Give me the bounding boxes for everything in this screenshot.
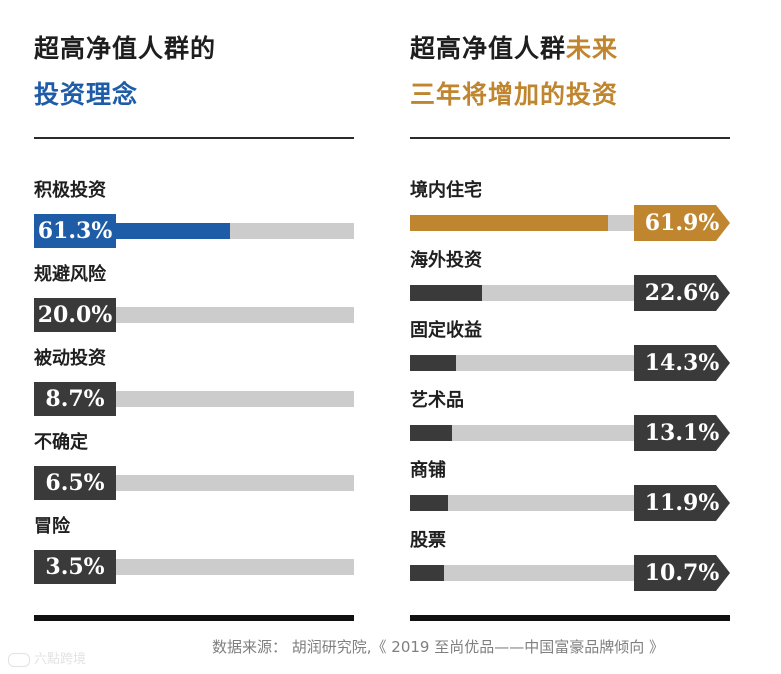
right-bar (410, 355, 456, 371)
left-category-label: 积极投资 (34, 180, 106, 201)
right-bottom-rule (410, 615, 730, 621)
right-bar-track (410, 425, 650, 441)
right-category-label: 海外投资 (410, 250, 482, 271)
left-value-label: 3.5% (34, 550, 116, 584)
right-category-label: 艺术品 (410, 390, 464, 411)
right-value-label: 11.9% (634, 485, 730, 521)
left-value-label: 6.5% (34, 466, 116, 500)
right-bar (410, 565, 445, 581)
right-value-label: 13.1% (634, 415, 730, 451)
left-bottom-rule (34, 615, 354, 621)
right-bar (410, 285, 483, 301)
right-bar-track (410, 285, 650, 301)
right-bar-track (410, 495, 650, 511)
left-value-label: 61.3% (34, 214, 116, 248)
left-title-line1: 超高净值人群的 (34, 34, 217, 63)
left-title-line2: 投资理念 (34, 80, 139, 109)
source-note: 数据来源： 胡润研究院,《 2019 至尚优品——中国富豪品牌倾向 》 (212, 638, 665, 656)
right-category-label: 股票 (410, 530, 446, 551)
right-category-label: 固定收益 (410, 320, 482, 341)
left-category-label: 规避风险 (34, 264, 106, 285)
left-value-label: 8.7% (34, 382, 116, 416)
right-bar-chart: 境内住宅 61.9% 海外投资 22.6% 固定收益 14.3% 艺术品 13.1% 商铺 11.… (390, 0, 781, 620)
right-top-rule (410, 137, 730, 139)
right-title-line1: 超高净值人群未来 (410, 34, 618, 64)
right-title-line1-part2: 未来 (566, 34, 619, 63)
right-title-line1-part1: 超高净值人群 (410, 34, 567, 63)
left-category-label: 被动投资 (34, 348, 106, 369)
right-category-label: 境内住宅 (410, 180, 482, 201)
right-bar (410, 425, 452, 441)
right-value-label: 10.7% (634, 555, 730, 591)
left-category-label: 不确定 (34, 432, 88, 453)
left-category-label: 冒险 (34, 516, 70, 537)
left-value-label: 20.0% (34, 298, 116, 332)
right-bar-track (410, 355, 650, 371)
right-bar-track (410, 215, 650, 231)
right-value-label: 22.6% (634, 275, 730, 311)
left-bar-chart: 积极投资 61.3% 规避风险 20.0% 被动投资 8.7% 不确定 6.5% 冒险 3.5% (0, 0, 390, 620)
right-bar (410, 215, 609, 231)
watermark-text: 六點跨境 (34, 652, 87, 667)
right-bar-track (410, 565, 650, 581)
watermark: 六點跨境 (8, 648, 86, 667)
right-category-label: 商铺 (410, 460, 446, 481)
left-top-rule (34, 137, 354, 139)
right-title-line2: 三年将增加的投资 (410, 80, 619, 109)
right-value-label: 61.9% (634, 205, 730, 241)
right-bar (410, 495, 449, 511)
watermark-logo-icon (8, 652, 30, 667)
right-value-label: 14.3% (634, 345, 730, 381)
